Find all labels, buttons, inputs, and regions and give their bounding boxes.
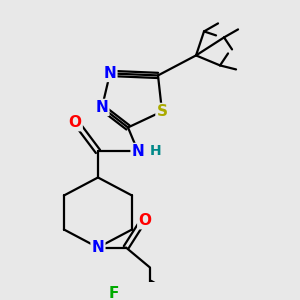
Text: O: O bbox=[138, 213, 151, 228]
Text: O: O bbox=[69, 115, 82, 130]
Text: N: N bbox=[92, 240, 104, 255]
Text: N: N bbox=[103, 66, 116, 81]
Text: F: F bbox=[109, 286, 119, 300]
Text: N: N bbox=[96, 100, 108, 115]
Text: H: H bbox=[150, 145, 162, 158]
Text: S: S bbox=[157, 104, 167, 119]
Text: N: N bbox=[132, 144, 144, 159]
